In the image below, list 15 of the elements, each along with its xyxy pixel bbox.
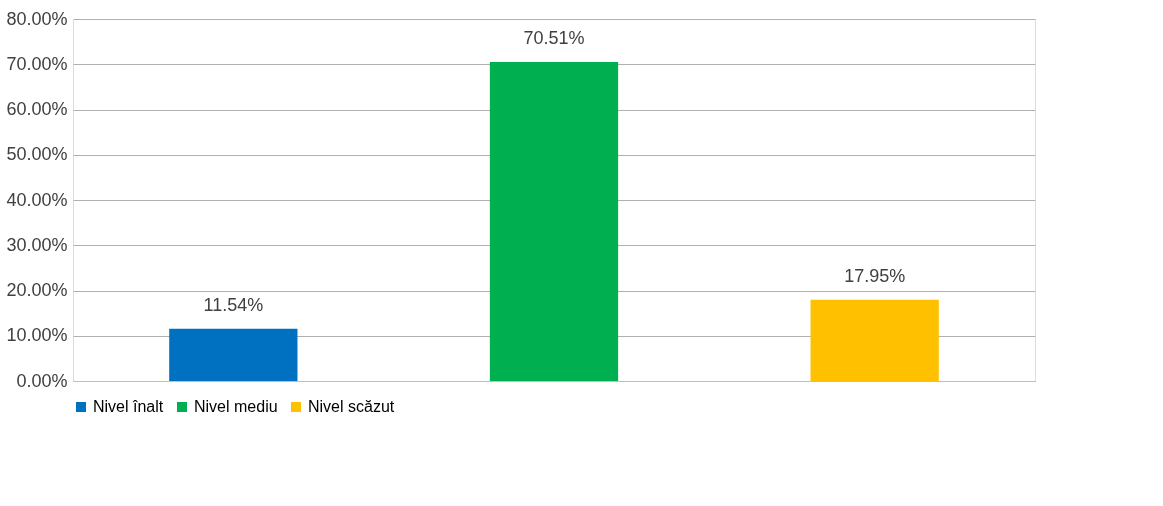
data-label: 70.51% [523,27,585,48]
y-tick-label: 80.00% [6,8,68,29]
y-tick-label: 60.00% [6,99,68,119]
data-label: 17.95% [844,265,906,286]
y-tick-label: 0.00% [16,370,68,391]
y-tick-label: 40.00% [6,189,68,210]
y-tick-label: 10.00% [6,325,68,346]
legend-label: Nivel înalt [93,398,164,415]
legend-label: Nivel mediu [194,398,278,415]
y-tick-label: 70.00% [6,53,68,74]
y-tick-label: 30.00% [6,234,68,255]
legend-label: Nivel scăzut [308,398,395,415]
y-tick-label: 50.00% [6,144,68,165]
data-label: 11.54% [203,294,264,315]
y-tick-label: 20.00% [6,280,68,300]
